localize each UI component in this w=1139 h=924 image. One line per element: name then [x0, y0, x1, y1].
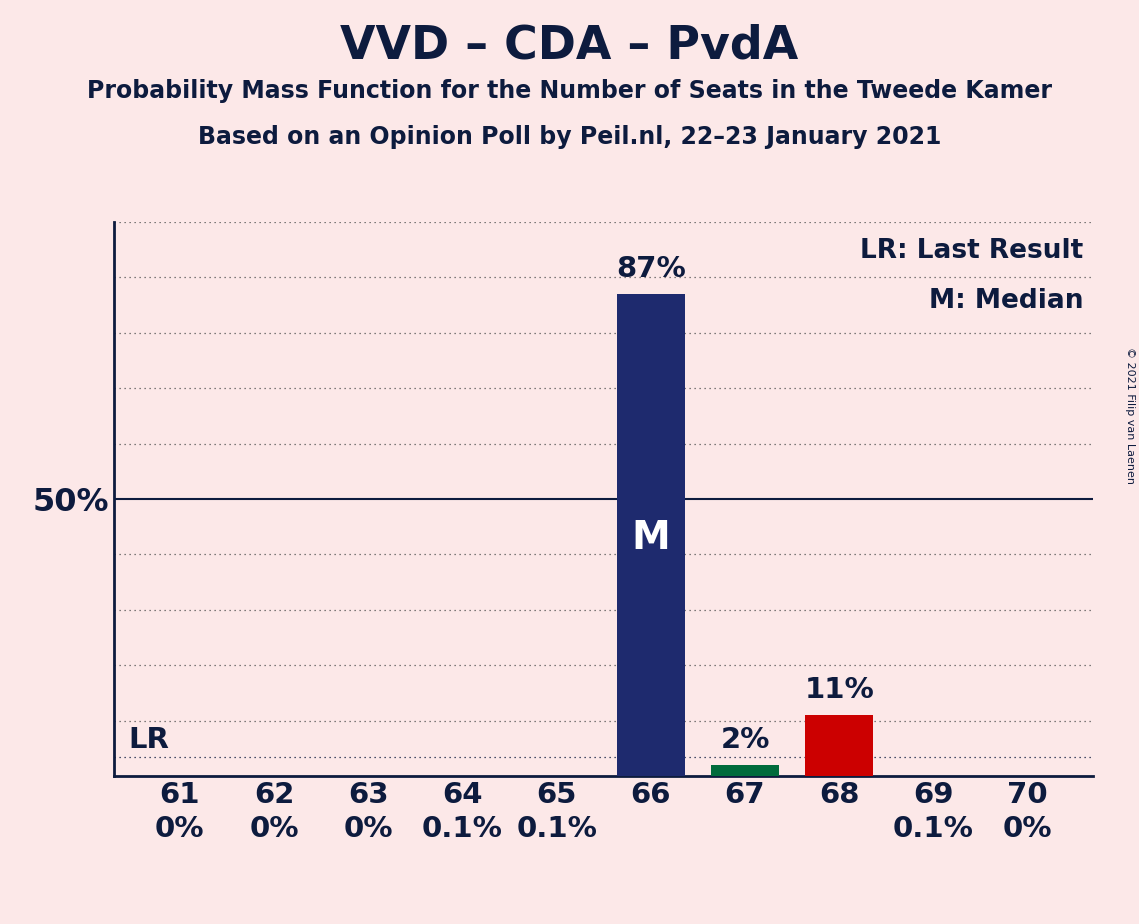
Text: © 2021 Filip van Laenen: © 2021 Filip van Laenen — [1125, 347, 1134, 484]
Bar — [617, 294, 685, 776]
Bar — [805, 715, 872, 776]
Text: 0%: 0% — [1002, 815, 1052, 843]
Text: 0%: 0% — [155, 815, 205, 843]
Text: 0.1%: 0.1% — [516, 815, 597, 843]
Text: 2%: 2% — [720, 726, 770, 754]
Text: M: M — [631, 518, 670, 557]
Text: LR: Last Result: LR: Last Result — [860, 238, 1083, 264]
Text: Based on an Opinion Poll by Peil.nl, 22–23 January 2021: Based on an Opinion Poll by Peil.nl, 22–… — [198, 125, 941, 149]
Text: LR: LR — [128, 726, 169, 754]
Bar — [711, 765, 779, 776]
Text: 0.1%: 0.1% — [421, 815, 502, 843]
Text: M: Median: M: Median — [929, 288, 1083, 314]
Text: 11%: 11% — [804, 676, 874, 704]
Text: 0%: 0% — [344, 815, 393, 843]
Text: 87%: 87% — [616, 255, 686, 283]
Text: 0.1%: 0.1% — [893, 815, 974, 843]
Text: VVD – CDA – PvdA: VVD – CDA – PvdA — [341, 23, 798, 68]
Text: Probability Mass Function for the Number of Seats in the Tweede Kamer: Probability Mass Function for the Number… — [87, 79, 1052, 103]
Text: 0%: 0% — [249, 815, 298, 843]
